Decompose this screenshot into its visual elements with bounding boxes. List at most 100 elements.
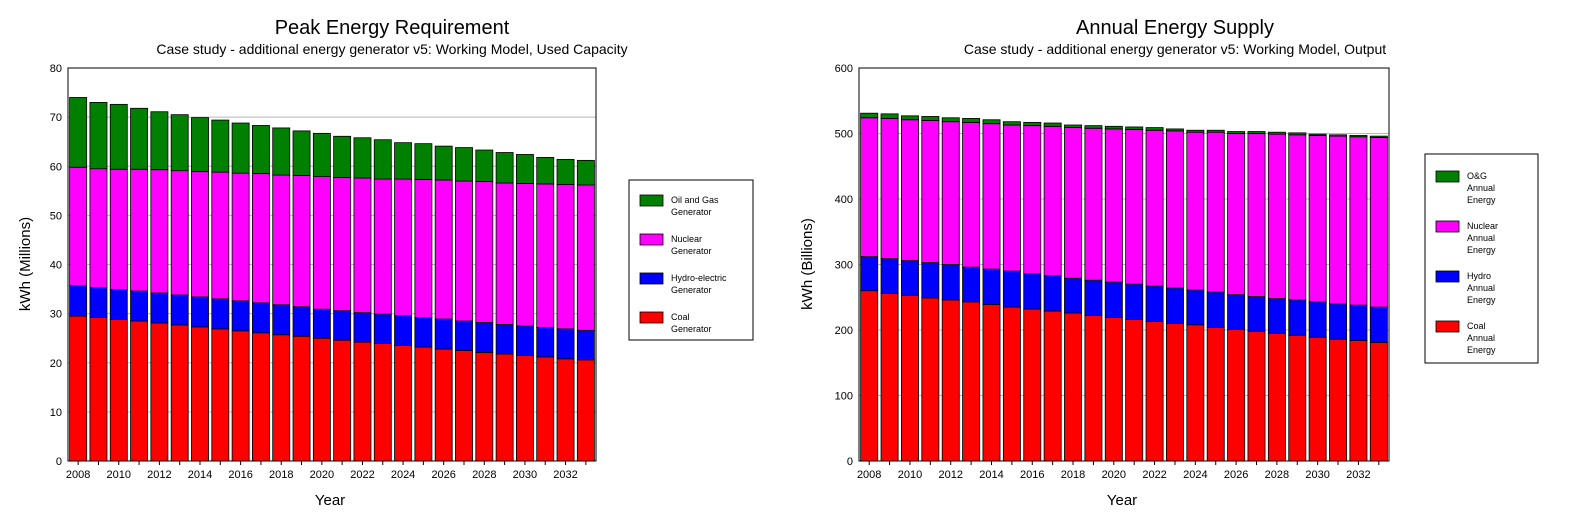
legend-swatch xyxy=(1435,320,1460,333)
legend-label: Coal xyxy=(671,312,690,322)
bar-segment xyxy=(1329,338,1347,462)
chart-title: Peak Energy Requirement xyxy=(275,17,510,39)
bar-segment xyxy=(982,304,1001,462)
x-tick-label: 2018 xyxy=(1061,469,1085,481)
bar-segment xyxy=(89,168,108,288)
bar-segment xyxy=(536,356,555,462)
bar-segment xyxy=(1369,342,1388,462)
x-tick-label: 2026 xyxy=(431,469,455,481)
bar-segment xyxy=(231,122,250,174)
bar-segment xyxy=(962,118,981,123)
bar-segment xyxy=(1064,124,1082,129)
bar-segment xyxy=(292,130,311,176)
bar-segment xyxy=(1104,125,1123,130)
bar-segment xyxy=(1125,319,1144,462)
legend-label: Energy xyxy=(1467,345,1496,355)
bar-segment xyxy=(1329,303,1347,340)
bar-segment xyxy=(1349,304,1368,341)
bar-segment xyxy=(1369,306,1388,343)
bar-segment xyxy=(1288,132,1307,136)
bar-segment xyxy=(475,149,494,182)
bar-segment xyxy=(1267,332,1286,462)
x-tick-label: 2014 xyxy=(979,469,1003,481)
bar-segment xyxy=(211,119,230,173)
bar-segment xyxy=(901,294,919,462)
x-tick-label: 2024 xyxy=(391,469,415,481)
bar-segment xyxy=(1288,334,1307,462)
legend-swatch xyxy=(1435,220,1460,233)
bar-segment xyxy=(1247,131,1266,134)
x-tick-label: 2010 xyxy=(107,469,131,481)
plot-frame xyxy=(858,67,1390,462)
y-tick-label: 200 xyxy=(835,325,853,337)
bar-segment xyxy=(1186,129,1205,133)
bar-segment xyxy=(191,117,209,173)
y-tick-label: 80 xyxy=(50,63,62,75)
legend-label: Annual xyxy=(1467,183,1495,193)
bar-segment xyxy=(1308,301,1327,338)
y-axis-title: kWh (Billions) xyxy=(799,218,816,310)
bar-segment xyxy=(1084,315,1103,462)
bar-segment xyxy=(231,300,250,332)
x-tick-label: 2018 xyxy=(269,469,293,481)
annual-energy-chart: Annual Energy Supply Case study - additi… xyxy=(799,17,1539,509)
bar-segment xyxy=(556,158,575,185)
bar-segment xyxy=(576,184,595,331)
bar-segment xyxy=(89,101,108,170)
x-tick-label: 2008 xyxy=(66,469,90,481)
legend-label: Hydro-electric xyxy=(671,273,727,283)
bar-segment xyxy=(1267,133,1286,299)
bar-segment xyxy=(211,171,230,300)
bar-segment xyxy=(130,168,149,292)
bar-segment xyxy=(515,183,534,327)
bar-segment xyxy=(333,135,352,178)
bar-segment xyxy=(1023,308,1042,462)
bar-segment xyxy=(414,346,433,462)
bar-segment xyxy=(1084,125,1103,129)
bar-segment xyxy=(414,179,433,318)
bar-segment xyxy=(495,353,514,462)
y-tick-label: 30 xyxy=(50,309,62,321)
bar-segment xyxy=(434,145,453,181)
bar-segment xyxy=(1166,128,1184,132)
bar-segment xyxy=(1227,328,1246,462)
bar-segment xyxy=(130,320,149,462)
bar-segment xyxy=(1206,326,1225,462)
bar-segment xyxy=(1145,321,1164,462)
x-tick-label: 2026 xyxy=(1224,469,1248,481)
bar-segment xyxy=(1206,291,1225,328)
y-tick-label: 300 xyxy=(835,260,853,272)
bar-segment xyxy=(455,350,473,462)
legend-label: Energy xyxy=(1467,195,1496,205)
bar-segment xyxy=(1349,340,1368,462)
bar-segment xyxy=(1166,130,1184,289)
bar-segment xyxy=(1186,131,1205,291)
x-tick-label: 2028 xyxy=(1265,469,1289,481)
y-tick-label: 40 xyxy=(50,260,62,272)
x-tick-label: 2014 xyxy=(188,469,212,481)
bar-segment xyxy=(1369,137,1388,308)
bar-segment xyxy=(1084,279,1103,316)
bar-segment xyxy=(982,123,1001,270)
legend-label: Annual xyxy=(1467,283,1495,293)
bar-segment xyxy=(373,313,392,344)
bar-segment xyxy=(515,154,534,184)
bar-segment xyxy=(1206,131,1225,293)
bar-segment xyxy=(251,173,270,304)
bar-segment xyxy=(292,335,311,462)
bar-segment xyxy=(69,97,88,168)
bar-segment xyxy=(1023,121,1042,127)
bar-segment xyxy=(576,359,595,462)
legend-swatch xyxy=(639,272,664,285)
bar-segment xyxy=(1084,127,1103,281)
bar-segment xyxy=(130,290,149,322)
bar-segment xyxy=(231,172,250,302)
legend-label: Annual xyxy=(1467,333,1495,343)
bar-segment xyxy=(394,345,413,462)
bar-segment xyxy=(1206,129,1225,133)
bar-segment xyxy=(333,310,352,341)
legend-swatch xyxy=(1435,270,1460,283)
bar-segment xyxy=(251,125,270,175)
bar-segment xyxy=(312,337,331,462)
